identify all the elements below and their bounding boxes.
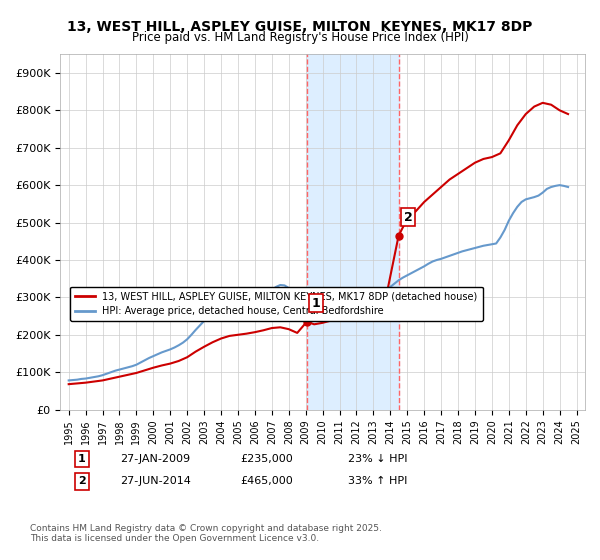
Text: 2: 2 bbox=[78, 477, 86, 487]
Text: 1: 1 bbox=[78, 454, 86, 464]
Text: 27-JUN-2014: 27-JUN-2014 bbox=[120, 477, 191, 487]
Text: £465,000: £465,000 bbox=[240, 477, 293, 487]
Text: 2: 2 bbox=[404, 211, 412, 223]
Text: Price paid vs. HM Land Registry's House Price Index (HPI): Price paid vs. HM Land Registry's House … bbox=[131, 31, 469, 44]
Text: Contains HM Land Registry data © Crown copyright and database right 2025.
This d: Contains HM Land Registry data © Crown c… bbox=[30, 524, 382, 543]
Text: 27-JAN-2009: 27-JAN-2009 bbox=[120, 454, 190, 464]
Legend: 13, WEST HILL, ASPLEY GUISE, MILTON KEYNES, MK17 8DP (detached house), HPI: Aver: 13, WEST HILL, ASPLEY GUISE, MILTON KEYN… bbox=[70, 287, 482, 321]
Bar bbox=[307, 54, 398, 409]
Text: 23% ↓ HPI: 23% ↓ HPI bbox=[348, 454, 407, 464]
Text: 1: 1 bbox=[312, 297, 320, 310]
Text: 13, WEST HILL, ASPLEY GUISE, MILTON  KEYNES, MK17 8DP: 13, WEST HILL, ASPLEY GUISE, MILTON KEYN… bbox=[67, 20, 533, 34]
Text: 33% ↑ HPI: 33% ↑ HPI bbox=[348, 477, 407, 487]
Text: £235,000: £235,000 bbox=[240, 454, 293, 464]
